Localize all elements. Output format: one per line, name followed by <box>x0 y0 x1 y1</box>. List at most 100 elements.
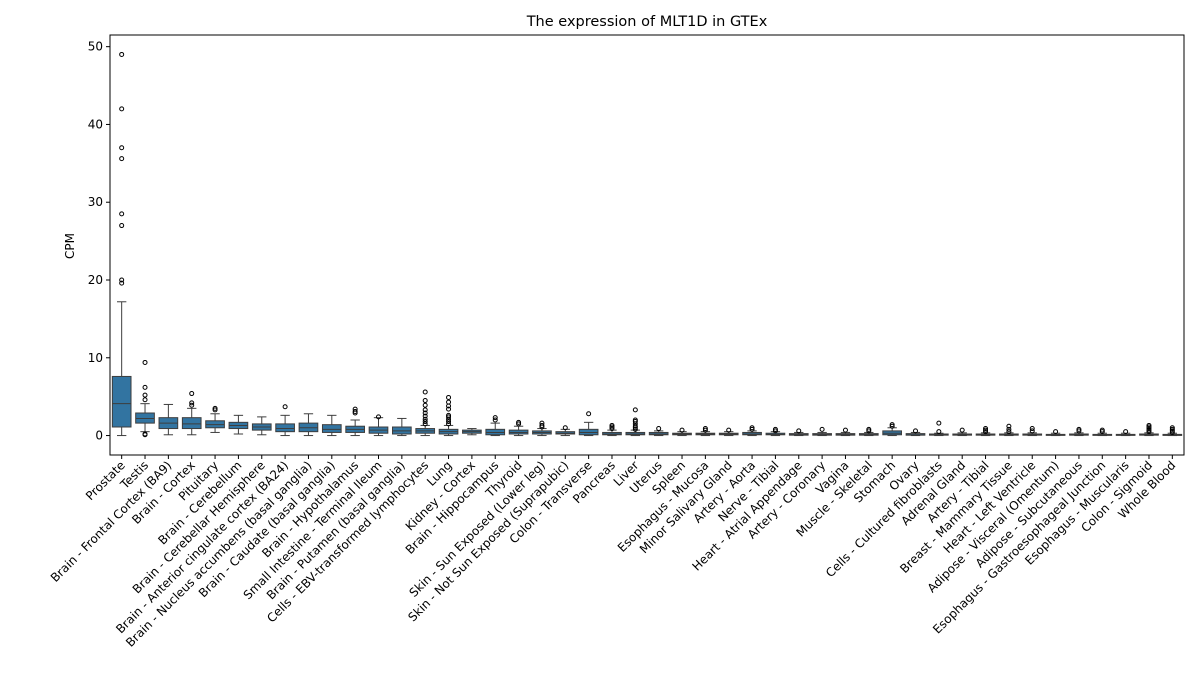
outlier-point <box>1006 426 1012 432</box>
outlier-point <box>142 392 148 398</box>
outlier-point <box>632 419 638 425</box>
outlier-point <box>446 406 452 412</box>
box-iqr <box>181 417 202 430</box>
outlier-point <box>1169 426 1175 432</box>
outlier-point <box>936 429 942 435</box>
outlier-point <box>842 427 848 433</box>
outlier-point <box>119 145 125 151</box>
outlier-point <box>1053 429 1059 435</box>
plot-frame <box>109 34 1185 456</box>
outlier-point <box>702 427 708 433</box>
outlier-point <box>212 407 218 413</box>
outlier-point <box>772 426 778 432</box>
outlier-point <box>446 399 452 405</box>
outlier-point <box>376 414 381 420</box>
outlier-point <box>492 415 498 421</box>
outlier-point <box>983 429 989 435</box>
outlier-point <box>422 389 428 395</box>
outlier-point <box>632 423 638 429</box>
outlier-point <box>142 397 148 403</box>
outlier-point <box>142 384 148 390</box>
outlier-point <box>212 405 218 411</box>
y-tick-label: 50 <box>88 40 103 54</box>
outlier-point <box>1076 428 1082 434</box>
outlier-point <box>632 417 638 423</box>
outlier-point <box>586 411 592 417</box>
outlier-point <box>422 407 428 413</box>
outlier-point <box>983 427 989 433</box>
outlier-point <box>796 428 802 434</box>
outlier-point <box>1146 426 1152 432</box>
outlier-point <box>1099 429 1105 435</box>
outlier-point <box>702 426 708 432</box>
outlier-point <box>983 426 989 432</box>
box-iqr <box>111 375 132 428</box>
outlier-point <box>142 359 148 365</box>
outlier-point <box>119 277 125 283</box>
outlier-point <box>422 421 428 427</box>
y-tick-label: 30 <box>88 195 103 209</box>
outlier-point <box>422 416 428 422</box>
outlier-point <box>562 425 568 431</box>
outlier-point <box>1169 428 1175 434</box>
outlier-point <box>609 424 615 430</box>
outlier-point <box>142 431 148 437</box>
outlier-point <box>609 426 615 432</box>
outlier-point <box>609 422 615 428</box>
outlier-point <box>189 402 195 408</box>
outlier-point <box>539 420 545 426</box>
outlier-point <box>516 419 522 425</box>
outlier-point <box>352 406 358 412</box>
outlier-point <box>889 422 895 428</box>
outlier-point <box>119 223 125 229</box>
y-axis-label: CPM <box>63 233 77 259</box>
outlier-point <box>1146 424 1152 430</box>
outlier-point <box>539 422 545 428</box>
outlier-point <box>119 280 125 286</box>
outlier-point <box>819 426 825 432</box>
outlier-point <box>352 408 358 414</box>
outlier-point <box>422 410 428 416</box>
outlier-point <box>1146 429 1152 435</box>
outlier-point <box>119 211 125 217</box>
outlier-point <box>889 423 895 429</box>
outlier-point <box>1169 425 1175 431</box>
outlier-point <box>446 394 452 400</box>
y-tick-label: 0 <box>95 429 103 443</box>
outlier-point <box>422 419 428 425</box>
outlier-point <box>866 426 872 432</box>
box-iqr <box>321 424 342 433</box>
y-tick-label: 10 <box>88 351 103 365</box>
outlier-point <box>656 426 662 432</box>
outlier-point <box>446 421 452 427</box>
outlier-point <box>679 427 685 433</box>
outlier-point <box>422 413 428 419</box>
outlier-point <box>1006 429 1012 435</box>
outlier-point <box>189 391 195 397</box>
outlier-point <box>1099 427 1105 433</box>
outlier-point <box>1029 428 1035 434</box>
outlier-point <box>446 412 452 418</box>
y-tick-label: 40 <box>88 117 103 131</box>
chart-title: The expression of MLT1D in GTEx <box>526 14 768 30</box>
outlier-point <box>1006 423 1012 429</box>
outlier-point <box>1076 426 1082 432</box>
y-tick-label: 20 <box>88 273 103 287</box>
outlier-point <box>282 404 288 410</box>
outlier-point <box>1029 426 1035 432</box>
outlier-point <box>936 420 942 426</box>
outlier-point <box>959 427 965 433</box>
outlier-point <box>632 407 638 413</box>
outlier-point <box>189 400 195 406</box>
outlier-point <box>632 426 638 432</box>
outlier-point <box>1146 427 1152 433</box>
outlier-point <box>726 427 732 433</box>
outlier-point <box>866 428 872 434</box>
outlier-point <box>1146 422 1152 428</box>
outlier-point <box>119 156 125 162</box>
outlier-point <box>422 398 428 404</box>
outlier-point <box>1123 429 1129 435</box>
outlier-point <box>1169 429 1175 435</box>
